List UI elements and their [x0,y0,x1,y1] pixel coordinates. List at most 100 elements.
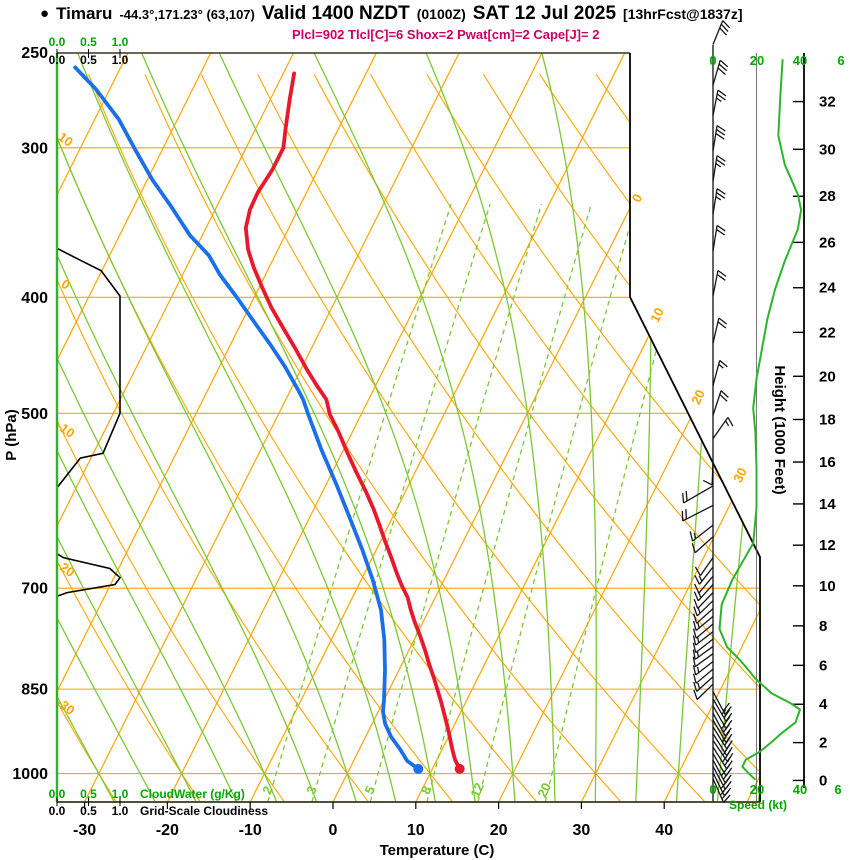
speed-tick-label: 6 [837,53,844,68]
barb-half-feather [715,163,722,168]
barb-staff [698,575,714,594]
barb-feather [716,128,726,136]
isotherm-line [57,53,295,802]
barb-feather [723,716,731,726]
wind-barb [712,269,727,297]
moist-adiabat-line [57,53,279,802]
barb-staff [696,600,714,617]
cloudiness-axis-title: Grid-Scale Cloudiness [140,804,268,818]
barb-feather [722,20,731,29]
pressure-tick-label: 300 [21,140,48,157]
pressure-axis: 250 300 400 500 700 850 1000 P (hPa) [3,45,48,783]
wind-barb [691,536,714,554]
barb-feather [717,89,727,97]
cloudwater-scale-label: 1.0 [112,35,129,49]
barb-half-feather [697,621,700,629]
speed-tick-label: 40 [793,782,807,797]
barb-feather [722,770,730,780]
barb-feather [723,794,731,803]
speed-tick-label: 20 [750,782,764,797]
dry-adiabat-line [539,73,760,802]
height-tick-label: 26 [819,234,836,251]
height-tick-label: 4 [819,696,828,713]
wind-barb [692,615,714,632]
pressure-tick-label: 850 [21,682,48,699]
barb-feather [693,606,698,617]
wind-barb [712,224,726,252]
height-tick-label: 6 [819,657,827,674]
wind-barb [712,416,734,440]
isotherm-line [663,53,760,802]
barb-staff [695,668,714,684]
wind-barb [692,638,714,654]
dewpoint-curve [73,65,421,771]
moist-adiabat-lines [57,53,760,802]
barb-feather [692,665,697,676]
title-bar: ● Timaru -44.3°,171.23° (63,107) Valid 1… [40,3,743,25]
barb-feather [719,59,729,68]
moist-adiabat-line [215,53,477,802]
cloudiness-scale-label: 1.0 [112,53,129,67]
barb-feather [721,790,729,800]
pressure-tick-label: 500 [21,406,48,423]
barb-staff [697,584,714,602]
height-tick-label: 30 [819,141,836,158]
barb-feather [693,591,699,602]
speed-tick-label: 0 [709,782,716,797]
station-bullet-icon: ● [40,5,50,22]
barb-feather [722,702,730,712]
barb-staff [695,631,714,646]
barb-feather [689,531,694,542]
height-tick-label: 18 [819,411,836,428]
height-tick-label: 22 [819,324,836,341]
barb-half-feather [697,682,701,689]
height-tick-label: 10 [819,578,836,595]
wind-barb [693,608,714,624]
barb-feather [716,188,726,195]
temperature-curve [243,71,462,771]
temp-tick-label: -30 [73,822,96,839]
barb-staff [697,592,714,609]
dry-adiabat-line [426,73,760,802]
mixing-ratio-line [267,203,452,802]
wind-barb [712,89,727,116]
barb-feather [716,192,726,199]
barb-feather [716,93,726,101]
barb-feather [718,317,728,325]
barb-half-feather [725,420,730,427]
dry-adiabat-line [57,74,285,802]
barb-feather [720,390,729,398]
wind-barbs [681,20,734,803]
barb-feather [717,321,727,329]
height-tick-label: 20 [819,368,836,385]
barb-half-feather [720,723,726,730]
wind-barb [682,485,714,504]
valid-date: SAT 12 Jul 2025 [472,3,617,24]
right-border [629,53,761,802]
moist-adiabat-line [57,53,199,802]
barb-half-feather [715,196,722,201]
wind-barb [694,566,714,585]
mixing-ratio-label: 20 [534,780,554,799]
barb-feather [717,67,726,75]
isotherm-line [580,53,760,802]
moist-adiabat-line [422,53,556,802]
wind-barb [712,778,731,803]
mixing-ratio-line [477,203,637,802]
barb-feather [724,706,732,715]
isotherm-line [57,53,377,802]
barb-feather [724,749,732,759]
barb-half-feather [718,363,724,369]
cloudwater-axis-title: CloudWater (g/Kg) [140,787,245,801]
wind-barb [693,592,714,609]
barb-feather [720,780,728,790]
barb-feather [716,159,726,166]
temperature-axis-title: Temperature (C) [380,842,495,859]
barb-feather [692,673,697,684]
barb-feather [692,656,696,667]
forecast-tag: [13hrFcst@1837z] [623,6,743,22]
temp-tick-label: -10 [239,822,262,839]
